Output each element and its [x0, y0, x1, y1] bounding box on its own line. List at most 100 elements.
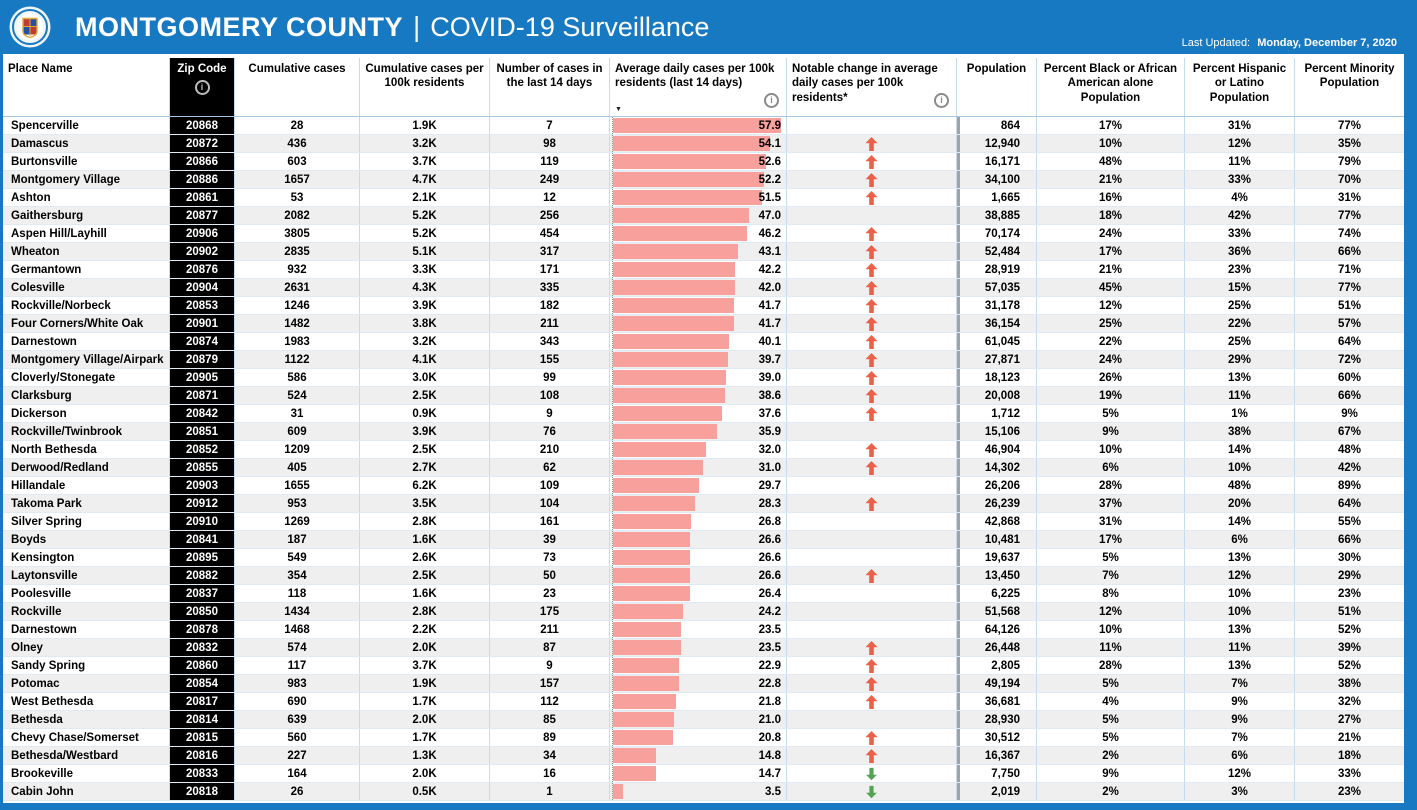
zip-code-cell: 20842	[170, 405, 235, 422]
column-header-avg-daily-cases[interactable]: Average daily cases per 100k residents (…	[610, 58, 787, 116]
bar-axis-line	[612, 495, 613, 512]
bar-axis-line	[612, 747, 613, 764]
cases-per-100k-cell: 1.7K	[360, 693, 490, 710]
table-row[interactable]: Derwood/Redland 20855 405 2.7K 62 31.0 1…	[3, 459, 1404, 477]
increase-arrow-icon	[865, 352, 878, 367]
percent-minority-cell: 51%	[1337, 299, 1362, 312]
avg-daily-info-icon[interactable]: i	[764, 93, 779, 108]
table-row[interactable]: Ashton 20861 53 2.1K 12 51.5 1,665 16% 4…	[3, 189, 1404, 207]
table-row[interactable]: Germantown 20876 932 3.3K 171 42.2 28,91…	[3, 261, 1404, 279]
percent-black-cell: 25%	[1037, 315, 1185, 332]
cases-last-14-days-cell: 73	[490, 549, 610, 566]
cases-per-100k-cell: 1.6K	[360, 585, 490, 602]
table-row[interactable]: Chevy Chase/Somerset 20815 560 1.7K 89 2…	[3, 729, 1404, 747]
table-row[interactable]: Hillandale 20903 1655 6.2K 109 29.7 26,2…	[3, 477, 1404, 495]
increase-arrow-icon	[865, 568, 878, 583]
column-header-zip-code[interactable]: Zip Code i	[170, 58, 235, 116]
cases-per-100k-cell: 1.9K	[360, 675, 490, 692]
table-row[interactable]: Dickerson 20842 31 0.9K 9 37.6 1,712 5% …	[3, 405, 1404, 423]
avg-daily-bar	[613, 118, 781, 133]
table-row[interactable]: Silver Spring 20910 1269 2.8K 161 26.8 4…	[3, 513, 1404, 531]
table-row[interactable]: Olney 20832 574 2.0K 87 23.5 26,448 11% …	[3, 639, 1404, 657]
table-row[interactable]: North Bethesda 20852 1209 2.5K 210 32.0 …	[3, 441, 1404, 459]
zip-code-cell: 20878	[170, 621, 235, 638]
table-row[interactable]: Four Corners/White Oak 20901 1482 3.8K 2…	[3, 315, 1404, 333]
table-row[interactable]: Montgomery Village 20886 1657 4.7K 249 5…	[3, 171, 1404, 189]
column-header-percent-hispanic[interactable]: Percent Hispanic or Latino Population	[1185, 58, 1295, 116]
percent-minority-cell: 48%	[1337, 443, 1362, 456]
table-row[interactable]: Aspen Hill/Layhill 20906 3805 5.2K 454 4…	[3, 225, 1404, 243]
cumulative-cases-cell: 609	[235, 423, 360, 440]
table-row[interactable]: Takoma Park 20912 953 3.5K 104 28.3 26,2…	[3, 495, 1404, 513]
table-row[interactable]: West Bethesda 20817 690 1.7K 112 21.8 36…	[3, 693, 1404, 711]
table-row[interactable]: Bethesda/Westbard 20816 227 1.3K 34 14.8…	[3, 747, 1404, 765]
avg-daily-value: 21.8	[758, 695, 781, 708]
notable-change-info-icon[interactable]: i	[934, 93, 949, 108]
table-row[interactable]: Spencerville 20868 28 1.9K 7 57.9 864 17…	[3, 117, 1404, 135]
increase-arrow-icon	[865, 226, 878, 241]
cases-last-14-days-cell: 9	[490, 657, 610, 674]
cumulative-cases-cell: 1246	[235, 297, 360, 314]
table-row[interactable]: Cabin John 20818 26 0.5K 1 3.5 2,019 2% …	[3, 783, 1404, 801]
table-row[interactable]: Rockville/Norbeck 20853 1246 3.9K 182 41…	[3, 297, 1404, 315]
percent-hispanic-cell: 12%	[1185, 567, 1295, 584]
population-cell: 26,448	[957, 639, 1037, 656]
column-header-cases-per-100k[interactable]: Cumulative cases per 100k residents	[360, 58, 490, 116]
cumulative-cases-cell: 1482	[235, 315, 360, 332]
percent-hispanic-cell: 42%	[1185, 207, 1295, 224]
table-row[interactable]: Laytonsville 20882 354 2.5K 50 26.6 13,4…	[3, 567, 1404, 585]
sort-descending-indicator[interactable]: ▼	[615, 106, 622, 113]
table-body: Spencerville 20868 28 1.9K 7 57.9 864 17…	[3, 117, 1404, 801]
population-cell: 70,174	[957, 225, 1037, 242]
place-name-cell: Kensington	[3, 549, 170, 566]
table-row[interactable]: Potomac 20854 983 1.9K 157 22.8 49,194 5…	[3, 675, 1404, 693]
notable-change-cell	[787, 657, 957, 674]
cumulative-cases-cell: 164	[235, 765, 360, 782]
notable-change-cell	[787, 333, 957, 350]
column-header-cumulative-cases[interactable]: Cumulative cases	[235, 58, 360, 116]
table-row[interactable]: Darnestown 20874 1983 3.2K 343 40.1 61,0…	[3, 333, 1404, 351]
table-row[interactable]: Darnestown 20878 1468 2.2K 211 23.5 64,1…	[3, 621, 1404, 639]
percent-black-cell: 5%	[1037, 729, 1185, 746]
zip-code-cell: 20855	[170, 459, 235, 476]
table-row[interactable]: Gaithersburg 20877 2082 5.2K 256 47.0 38…	[3, 207, 1404, 225]
table-row[interactable]: Colesville 20904 2631 4.3K 335 42.0 57,0…	[3, 279, 1404, 297]
table-row[interactable]: Wheaton 20902 2835 5.1K 317 43.1 52,484 …	[3, 243, 1404, 261]
avg-daily-value: 39.7	[758, 353, 781, 366]
column-header-population[interactable]: Population	[957, 58, 1037, 116]
cases-last-14-days-cell: 249	[490, 171, 610, 188]
table-row[interactable]: Kensington 20895 549 2.6K 73 26.6 19,637…	[3, 549, 1404, 567]
column-header-percent-black[interactable]: Percent Black or African American alone …	[1037, 58, 1185, 116]
zip-code-info-icon[interactable]: i	[194, 80, 210, 96]
bar-axis-line	[612, 423, 613, 440]
table-row[interactable]: Poolesville 20837 118 1.6K 23 26.4 6,225…	[3, 585, 1404, 603]
table-row[interactable]: Boyds 20841 187 1.6K 39 26.6 10,481 17% …	[3, 531, 1404, 549]
bar-axis-line	[612, 369, 613, 386]
table-row[interactable]: Bethesda 20814 639 2.0K 85 21.0 28,930 5…	[3, 711, 1404, 729]
cases-per-100k-cell: 2.0K	[360, 639, 490, 656]
table-row[interactable]: Sandy Spring 20860 117 3.7K 9 22.9 2,805…	[3, 657, 1404, 675]
column-header-percent-minority[interactable]: Percent Minority Population	[1304, 63, 1395, 90]
avg-daily-cases-cell: 52.6	[610, 153, 787, 170]
table-row[interactable]: Rockville/Twinbrook 20851 609 3.9K 76 35…	[3, 423, 1404, 441]
column-header-notable-change[interactable]: Notable change in average daily cases pe…	[787, 58, 957, 116]
table-row[interactable]: Brookeville 20833 164 2.0K 16 14.7 7,750…	[3, 765, 1404, 783]
avg-daily-bar	[613, 244, 739, 259]
cumulative-cases-cell: 932	[235, 261, 360, 278]
percent-minority-cell: 9%	[1341, 407, 1358, 420]
column-header-cases-last-14-days[interactable]: Number of cases in the last 14 days	[490, 58, 610, 116]
table-row[interactable]: Rockville 20850 1434 2.8K 175 24.2 51,56…	[3, 603, 1404, 621]
table-row[interactable]: Cloverly/Stonegate 20905 586 3.0K 99 39.…	[3, 369, 1404, 387]
avg-daily-cases-cell: 29.7	[610, 477, 787, 494]
population-cell: 31,178	[957, 297, 1037, 314]
avg-daily-value: 38.6	[758, 389, 781, 402]
cases-last-14-days-cell: 161	[490, 513, 610, 530]
table-row[interactable]: Montgomery Village/Airpark 20879 1122 4.…	[3, 351, 1404, 369]
percent-hispanic-cell: 11%	[1185, 387, 1295, 404]
population-cell: 20,008	[957, 387, 1037, 404]
table-row[interactable]: Clarksburg 20871 524 2.5K 108 38.6 20,00…	[3, 387, 1404, 405]
column-header-place-name[interactable]: Place Name	[3, 58, 170, 116]
table-row[interactable]: Burtonsville 20866 603 3.7K 119 52.6 16,…	[3, 153, 1404, 171]
cases-per-100k-cell: 3.9K	[360, 423, 490, 440]
table-row[interactable]: Damascus 20872 436 3.2K 98 54.1 12,940 1…	[3, 135, 1404, 153]
